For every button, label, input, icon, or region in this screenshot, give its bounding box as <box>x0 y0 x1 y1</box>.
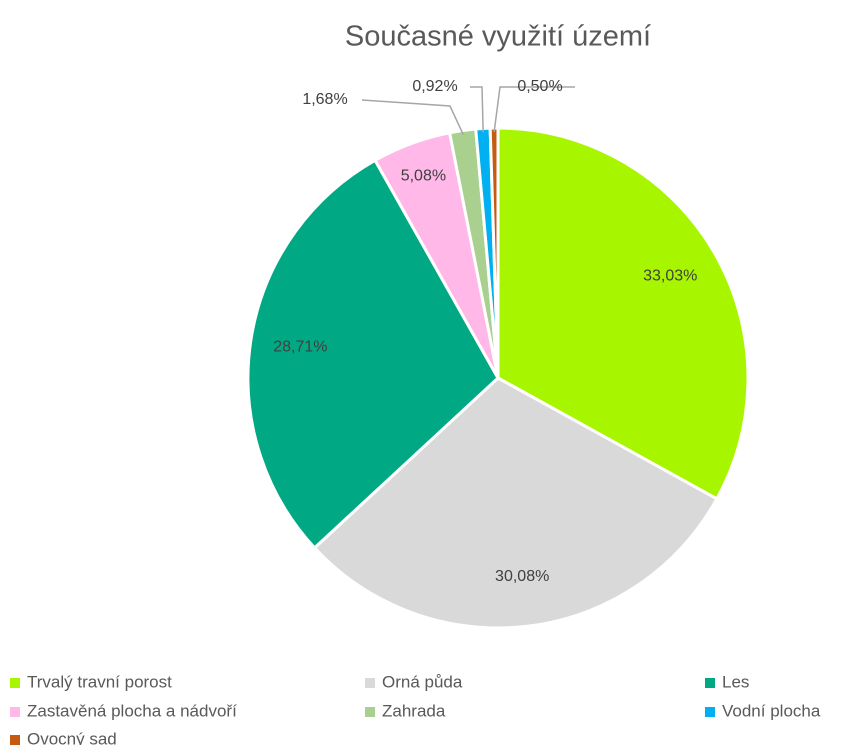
leader-line <box>493 86 575 133</box>
legend-swatch <box>705 678 715 688</box>
legend-swatch <box>365 678 375 688</box>
data-label: 33,03% <box>643 268 697 285</box>
pie-slice <box>246 158 500 550</box>
leader-line <box>361 99 464 135</box>
legend-label: Les <box>722 672 749 691</box>
legend-swatch <box>10 678 20 688</box>
legend-label: Trvalý travní porost <box>27 672 172 691</box>
legend-swatch <box>10 735 20 745</box>
legend-label: Vodní plocha <box>722 701 821 720</box>
data-label: 0,92% <box>412 78 457 95</box>
pie-slice <box>496 126 750 501</box>
legend-swatch <box>365 707 375 717</box>
legend-label: Orná půda <box>382 672 463 691</box>
data-label: 0,50% <box>517 78 562 95</box>
legend-swatch <box>10 707 20 717</box>
legend-label: Zastavěná plocha a nádvoří <box>27 701 237 720</box>
data-label: 30,08% <box>495 568 549 585</box>
legend-label: Zahrada <box>382 701 446 720</box>
chart-title: Současné využití území <box>345 21 651 53</box>
data-label: 5,08% <box>401 168 446 185</box>
legend-label: Ovocný sad <box>27 729 117 745</box>
legend-swatch <box>705 707 715 717</box>
pie-slice <box>312 376 719 630</box>
leader-line <box>470 86 484 133</box>
data-label: 28,71% <box>273 338 327 355</box>
data-label: 1,68% <box>302 91 347 108</box>
